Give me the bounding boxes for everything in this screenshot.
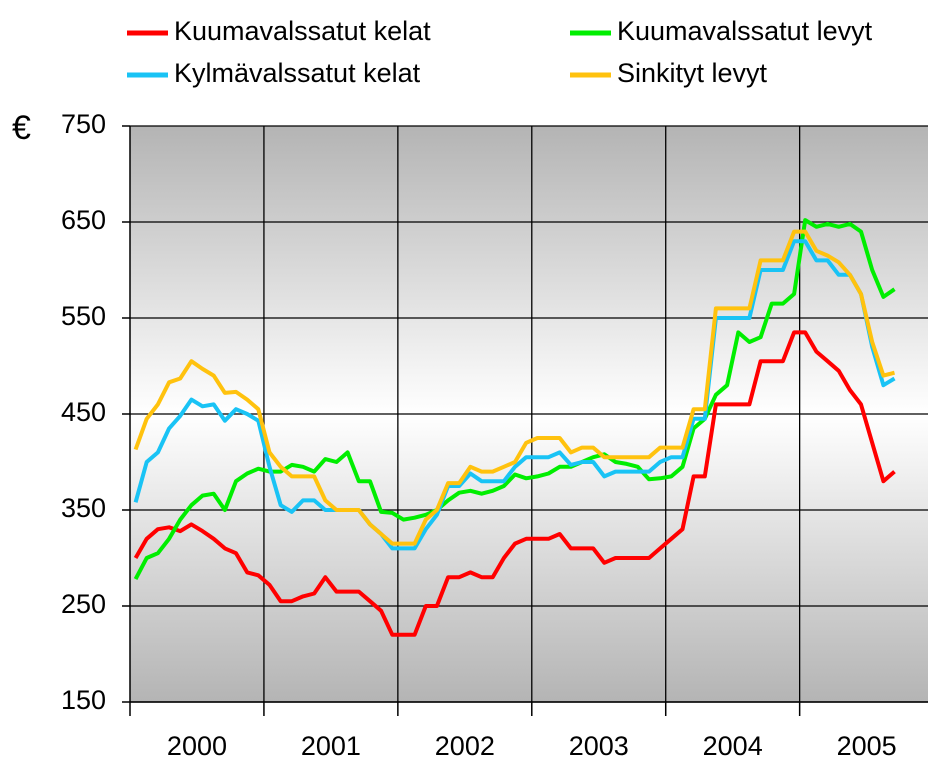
data-line <box>133 330 896 637</box>
y-tick-label: 150 <box>61 685 106 715</box>
y-tick-label: 450 <box>61 397 106 427</box>
x-tick-label: 2000 <box>167 731 227 761</box>
x-tick-label: 2005 <box>837 731 897 761</box>
x-tick-label: 2004 <box>703 731 763 761</box>
y-tick-label: 250 <box>61 589 106 619</box>
y-tick-label: 550 <box>61 301 106 331</box>
data-line <box>133 218 896 581</box>
x-tick-label: 2003 <box>569 731 629 761</box>
y-tick-label: 350 <box>61 493 106 523</box>
legend-label: Kylmävalssatut kelat <box>174 58 421 88</box>
y-axis-label: € <box>12 109 31 147</box>
legend-label: Sinkityt levyt <box>617 58 768 88</box>
y-tick-label: 750 <box>61 109 106 139</box>
data-line <box>133 239 896 551</box>
x-tick-label: 2002 <box>435 731 495 761</box>
data-line <box>133 229 896 546</box>
x-tick-label: 2001 <box>301 731 361 761</box>
y-tick-label: 650 <box>61 205 106 235</box>
legend-label: Kuumavalssatut kelat <box>174 16 431 46</box>
legend-label: Kuumavalssatut levyt <box>617 16 873 46</box>
